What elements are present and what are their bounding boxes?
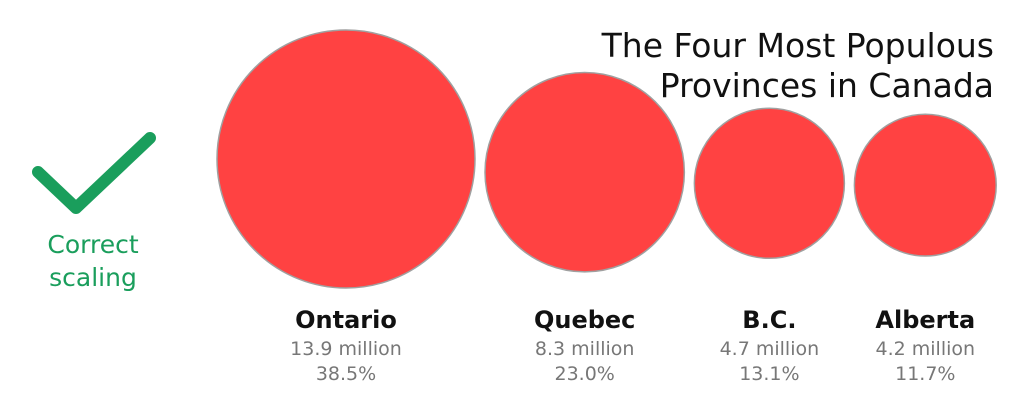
checkmark-icon [32, 132, 156, 214]
population-label-alberta: 4.2 million [876, 338, 976, 360]
bubble-alberta [853, 113, 997, 257]
bubble-quebec [484, 71, 686, 273]
bubble-b-c [693, 107, 846, 260]
chart-title-line-1: The Four Most Populous [601, 26, 994, 65]
bubble-ontario [216, 29, 476, 289]
share-label-ontario: 38.5% [316, 363, 376, 385]
share-label-alberta: 11.7% [895, 363, 955, 385]
correct-scaling-label-line-2: scaling [49, 263, 137, 292]
share-label-b-c: 13.1% [739, 363, 799, 385]
bubble-label-quebec: Quebec [534, 306, 635, 334]
bubble-label-alberta: Alberta [875, 306, 975, 334]
population-label-quebec: 8.3 million [535, 338, 635, 360]
population-label-ontario: 13.9 million [290, 338, 402, 360]
share-label-quebec: 23.0% [555, 363, 615, 385]
bubble-label-b-c: B.C. [742, 306, 796, 334]
chart-title-line-2: Provinces in Canada [659, 66, 994, 105]
correct-scaling-label: Correct scaling [18, 228, 168, 294]
correct-scaling-label-line-1: Correct [47, 230, 139, 259]
population-label-b-c: 4.7 million [720, 338, 820, 360]
chart-title: The Four Most Populous Provinces in Cana… [574, 26, 994, 106]
bubble-label-ontario: Ontario [295, 306, 397, 334]
